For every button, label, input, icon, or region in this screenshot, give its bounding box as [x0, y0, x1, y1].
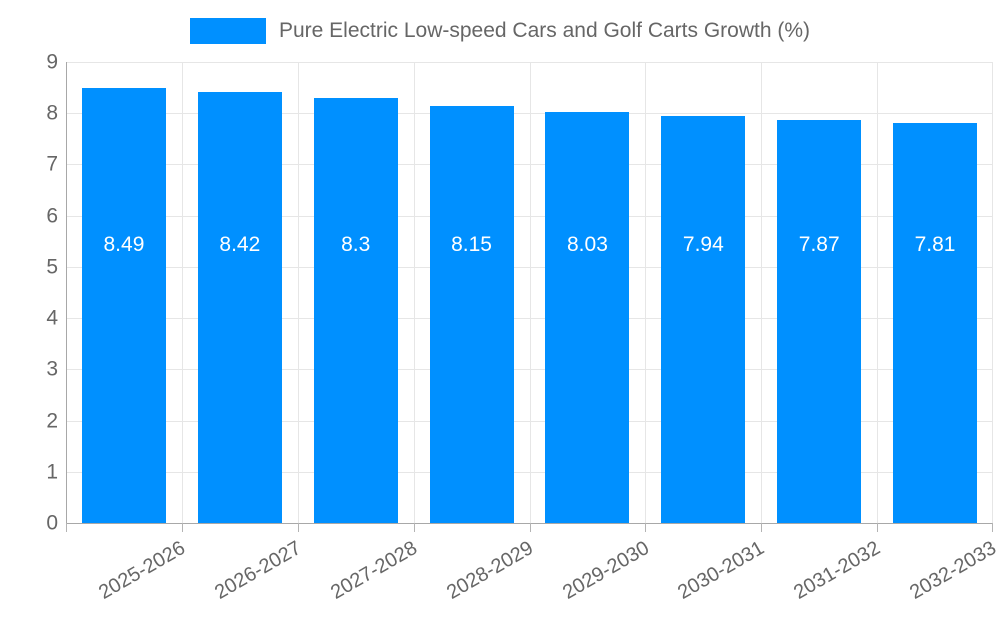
bar[interactable] [197, 91, 282, 523]
y-axis-tick-label: 9 [46, 50, 58, 74]
bar-slot: 8.42 [182, 62, 298, 523]
bar[interactable] [777, 120, 862, 523]
bar-series: 8.49 8.42 8.3 8.15 8.03 7.94 7.87 7.81 [66, 62, 993, 523]
legend-label: Pure Electric Low-speed Cars and Golf Ca… [278, 19, 811, 42]
bar-slot: 7.94 [645, 62, 761, 523]
bar[interactable] [661, 116, 746, 523]
x-axis-tick-mark [181, 523, 183, 532]
bar[interactable] [313, 98, 398, 523]
y-axis-tick-labels: 9 8 7 6 5 4 3 2 1 0 [0, 52, 58, 534]
y-axis-tick-label: 3 [46, 357, 58, 381]
gridline-vertical [297, 62, 299, 523]
x-axis-tick-mark [297, 523, 299, 532]
bar-slot: 7.87 [761, 62, 877, 523]
bar-value-label: 8.42 [219, 233, 261, 256]
y-axis-tick-label: 0 [46, 511, 58, 535]
x-axis-tick-mark [413, 523, 415, 532]
bar-value-label: 8.49 [103, 233, 145, 256]
y-axis-tick-label: 4 [46, 306, 58, 330]
legend-item[interactable]: Pure Electric Low-speed Cars and Golf Ca… [189, 18, 811, 44]
bar-value-label: 7.94 [682, 233, 724, 256]
gridline-vertical [181, 62, 183, 523]
bar-value-label: 8.15 [451, 233, 492, 256]
gridline-vertical [645, 62, 647, 523]
gridline-vertical [992, 62, 993, 523]
x-axis-tick-mark [66, 523, 67, 532]
y-axis-tick-label: 7 [46, 152, 58, 176]
bar-slot: 8.15 [414, 62, 530, 523]
x-axis-tick-mark [761, 523, 763, 532]
x-axis-tick-labels: 2025-2026 2026-2027 2027-2028 2028-2029 … [66, 523, 1000, 604]
x-axis-tick-mark [877, 523, 879, 532]
y-axis-tick-label: 6 [46, 204, 58, 228]
y-axis-tick-label: 5 [46, 255, 58, 279]
x-axis-tick-mark [645, 523, 647, 532]
x-axis-tick-mark [992, 523, 993, 532]
bar-slot: 8.03 [530, 62, 646, 523]
bar-value-label: 7.81 [914, 233, 956, 256]
gridline-vertical [877, 62, 879, 523]
bar[interactable] [545, 111, 630, 523]
bar[interactable] [429, 105, 514, 523]
bar-slot: 7.81 [877, 62, 993, 523]
bar-value-label: 8.3 [341, 233, 371, 256]
bar-slot: 8.49 [66, 62, 182, 523]
bar[interactable] [81, 88, 166, 523]
bar-value-label: 7.87 [798, 233, 840, 256]
gridline-vertical [761, 62, 763, 523]
legend-color-swatch [189, 18, 266, 44]
x-axis-ticks [66, 523, 993, 533]
chart-legend: Pure Electric Low-speed Cars and Golf Ca… [0, 14, 1000, 48]
gridline-vertical [413, 62, 415, 523]
gridline-vertical [529, 62, 531, 523]
y-axis-line [66, 62, 67, 524]
bar-chart: Pure Electric Low-speed Cars and Golf Ca… [0, 14, 1000, 604]
bar[interactable] [893, 123, 978, 523]
bar-slot: 8.3 [298, 62, 414, 523]
x-axis-tick-mark [529, 523, 531, 532]
bar-value-label: 8.03 [567, 233, 608, 256]
y-axis-tick-label: 2 [46, 409, 58, 433]
y-axis-tick-label: 8 [46, 101, 58, 125]
y-axis-tick-label: 1 [46, 460, 58, 484]
